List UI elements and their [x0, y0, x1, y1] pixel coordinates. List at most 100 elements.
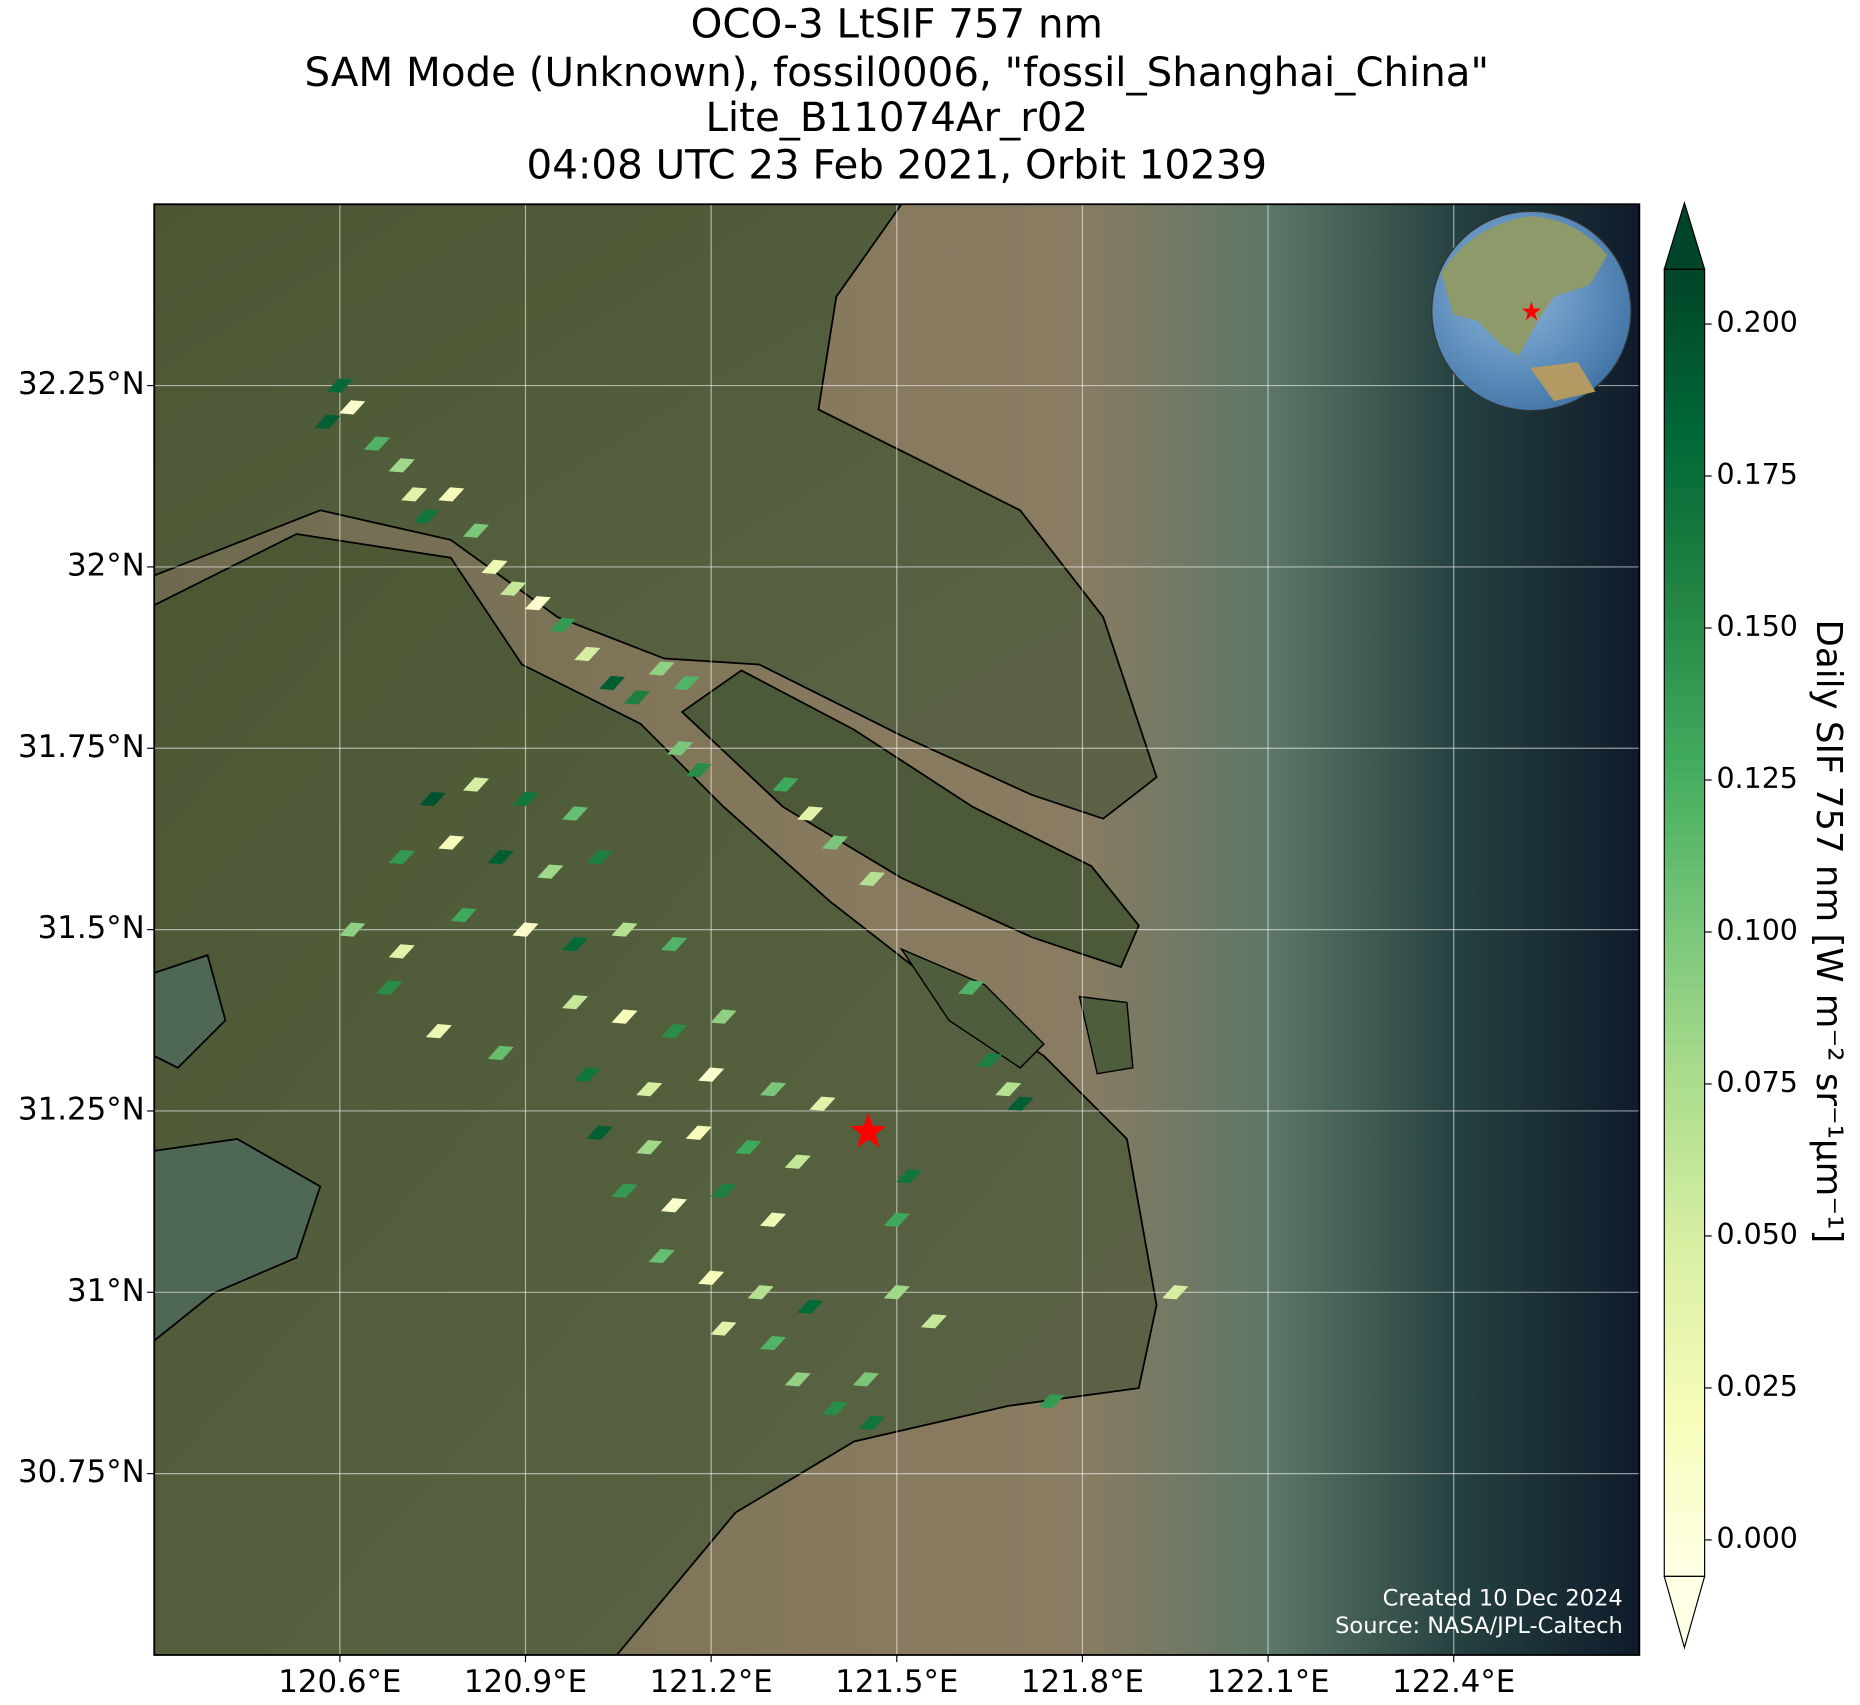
- colorbar-tick-label: 0.025: [1716, 1370, 1797, 1403]
- colorbar-step: [1664, 421, 1705, 434]
- title-line: SAM Mode (Unknown), fossil0006, "fossil_…: [305, 49, 1490, 96]
- sounding: [388, 944, 415, 959]
- colorbar-step: [1664, 1281, 1705, 1294]
- colorbar-step: [1664, 954, 1705, 968]
- sounding: [549, 617, 576, 633]
- colorbar-step: [1664, 268, 1705, 281]
- colorbar-tick-label: 0.200: [1716, 306, 1797, 339]
- sounding: [339, 400, 366, 415]
- colorbar-step: [1664, 475, 1705, 488]
- colorbar-step: [1664, 519, 1705, 532]
- x-tick-label: 120.9°E: [464, 1664, 587, 1700]
- colorbar-step: [1664, 1554, 1705, 1567]
- title-line: 04:08 UTC 23 Feb 2021, Orbit 10239: [527, 141, 1267, 188]
- colorbar-step: [1664, 933, 1705, 946]
- colorbar-step: [1664, 541, 1705, 554]
- sounding: [883, 1285, 910, 1300]
- colorbar-step: [1664, 279, 1705, 292]
- colorbar-step: [1664, 704, 1705, 717]
- colorbar-step: [1664, 1063, 1705, 1076]
- colorbar-step: [1664, 562, 1705, 575]
- sounding: [698, 1067, 725, 1082]
- colorbar-step: [1664, 998, 1705, 1011]
- colorbar-step: [1664, 846, 1705, 859]
- colorbar-step: [1664, 1042, 1705, 1055]
- colorbar-step: [1664, 835, 1705, 848]
- colorbar-step: [1664, 1543, 1705, 1556]
- colorbar-step: [1664, 889, 1705, 902]
- y-tick-label: 32.25°N: [18, 366, 145, 402]
- colorbar-step: [1664, 399, 1705, 412]
- colorbar-tick-label: 0.075: [1716, 1066, 1797, 1099]
- sounding: [413, 509, 440, 524]
- colorbar-step: [1664, 922, 1705, 935]
- sounding: [586, 1125, 613, 1140]
- colorbar-step: [1664, 1151, 1705, 1164]
- y-tick-label: 32°N: [67, 547, 145, 583]
- credit-line: Source: NASA/JPL-Caltech: [1335, 1613, 1623, 1639]
- sounding: [759, 1082, 787, 1097]
- colorbar-step: [1664, 715, 1705, 728]
- sounding: [648, 1248, 675, 1264]
- y-tick-label: 31.75°N: [18, 729, 145, 765]
- globe-marker: [1521, 301, 1541, 321]
- colorbar-step: [1664, 617, 1705, 630]
- sounding: [667, 741, 694, 756]
- globe-land: [1441, 216, 1608, 357]
- colorbar-step: [1664, 758, 1705, 771]
- sounding: [809, 1096, 836, 1111]
- colorbar-step: [1664, 1259, 1705, 1273]
- colorbar-extend-max: [1663, 200, 1706, 270]
- sounding: [438, 487, 465, 502]
- soundings: [314, 378, 1189, 1430]
- sounding: [673, 675, 700, 691]
- colorbar-step: [1664, 1249, 1705, 1262]
- sounding: [438, 835, 465, 850]
- sounding: [710, 1321, 737, 1336]
- colorbar-step: [1664, 1314, 1705, 1327]
- sounding: [561, 806, 589, 821]
- sounding: [1162, 1285, 1189, 1300]
- colorbar-step: [1664, 628, 1705, 641]
- globe-land: [1530, 361, 1596, 402]
- sounding: [611, 1009, 638, 1024]
- colorbar-step: [1664, 639, 1705, 652]
- x-tick-label: 121.8°E: [1021, 1664, 1144, 1700]
- sounding: [537, 864, 564, 879]
- colorbar-step: [1664, 824, 1705, 837]
- colorbar-label: Daily SIF 757 nm [W m⁻² sr⁻¹μm⁻¹]: [1808, 620, 1849, 1244]
- colorbar-step: [1664, 867, 1705, 880]
- sounding: [599, 675, 626, 691]
- colorbar-step: [1664, 1379, 1705, 1392]
- colorbar-tick-label: 0.175: [1716, 458, 1797, 491]
- y-tick-label: 31.25°N: [18, 1091, 145, 1127]
- sounding: [586, 849, 613, 865]
- sounding: [388, 849, 415, 865]
- island: [680, 669, 1140, 969]
- colorbar-step: [1664, 1445, 1705, 1458]
- x-tick-label: 121.2°E: [650, 1664, 773, 1700]
- sounding: [710, 1183, 737, 1198]
- sounding: [401, 487, 428, 502]
- colorbar-step: [1664, 1357, 1705, 1371]
- island: [899, 947, 1134, 1075]
- colorbar-step: [1664, 584, 1705, 597]
- colorbar-step: [1664, 1085, 1705, 1098]
- colorbar-step: [1664, 965, 1705, 978]
- colorbar-extend-min: [1663, 1575, 1706, 1650]
- sounding: [858, 871, 886, 886]
- colorbar-step: [1664, 1401, 1705, 1414]
- colorbar-step: [1664, 1140, 1705, 1153]
- colorbar-step: [1664, 1564, 1705, 1577]
- sounding: [524, 596, 551, 611]
- sounding: [561, 995, 589, 1010]
- y-tick-label: 31.5°N: [38, 910, 145, 946]
- colorbar-step: [1664, 1412, 1705, 1425]
- colorbar-step: [1664, 1096, 1705, 1109]
- colorbar-step: [1664, 595, 1705, 608]
- sounding: [957, 980, 985, 995]
- colorbar-step: [1664, 780, 1705, 793]
- colorbar-step: [1664, 1270, 1705, 1283]
- title-line: Lite_B11074Ar_r02: [705, 94, 1088, 141]
- sounding: [660, 1024, 688, 1039]
